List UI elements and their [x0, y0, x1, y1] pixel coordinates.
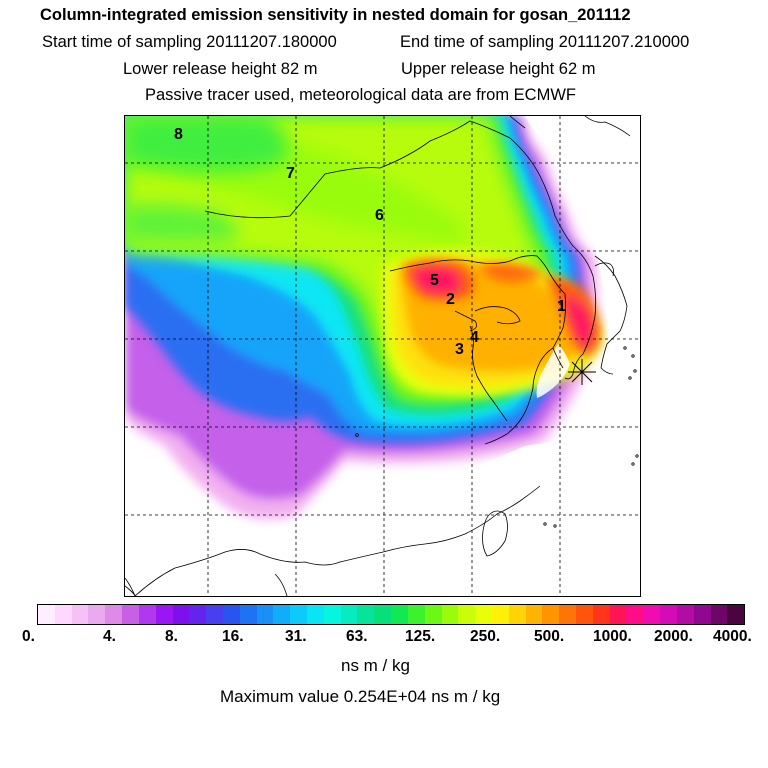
colorbar-tick: 250.	[470, 628, 501, 645]
colorbar-swatch	[693, 605, 711, 624]
lower-release-height-label: Lower release height 82 m	[123, 60, 318, 78]
coastlines	[125, 116, 639, 596]
map-canvas: 1 2 3 4 5 6 7 8	[125, 116, 640, 596]
field-cutouts	[125, 116, 640, 596]
day-marker-8: 8	[174, 126, 183, 143]
colorbar-swatch	[222, 605, 240, 624]
day-marker-3: 3	[455, 341, 464, 358]
colorbar-swatch	[491, 605, 509, 624]
colorbar-unit: ns m / kg	[341, 656, 410, 675]
colorbar-swatch	[138, 605, 156, 624]
colorbar-swatch	[290, 605, 307, 624]
colorbar-swatch	[727, 605, 745, 624]
colorbar-swatch	[660, 605, 677, 624]
colorbar-swatch	[307, 605, 324, 624]
colorbar-tick: 16.	[222, 628, 244, 645]
colorbar-swatch	[407, 605, 425, 624]
end-time-label: End time of sampling 20111207.210000	[400, 33, 690, 51]
colorbar-swatch	[239, 605, 257, 624]
field-peaks	[405, 260, 601, 356]
colorbar-swatch	[458, 605, 476, 624]
start-time-label: Start time of sampling 20111207.180000	[42, 33, 337, 51]
colorbar-tick: 2000.	[654, 628, 693, 645]
colorbar-swatch	[206, 605, 223, 624]
colorbar-swatch	[88, 605, 106, 624]
tracer-info-label: Passive tracer used, meteorological data…	[145, 86, 576, 104]
colorbar-swatch	[592, 605, 610, 624]
receptor-marker-icon	[568, 359, 596, 385]
day-markers: 1 2 3 4 5 6 7 8	[174, 126, 566, 358]
colorbar-swatch	[576, 605, 593, 624]
colorbar-tick: 1000.	[593, 628, 632, 645]
colorbar-swatch	[256, 605, 274, 624]
colorbar-swatch	[357, 605, 375, 624]
colorbar-swatch	[542, 605, 560, 624]
colorbar-swatch	[71, 605, 89, 624]
colorbar-swatch	[155, 605, 173, 624]
colorbar-swatch	[38, 605, 55, 624]
colorbar-swatch	[508, 605, 526, 624]
graticule	[125, 116, 640, 596]
colorbar-swatch	[172, 605, 190, 624]
colorbar-swatch	[475, 605, 492, 624]
colorbar-swatch	[340, 605, 358, 624]
colorbar-swatch	[441, 605, 459, 624]
colorbar-tick: 0.	[22, 628, 35, 645]
colorbar-swatch	[323, 605, 341, 624]
colorbar-swatch	[559, 605, 576, 624]
field-northwest	[125, 116, 288, 243]
colorbar-swatch	[374, 605, 392, 624]
upper-release-height-label: Upper release height 62 m	[401, 60, 596, 78]
colorbar-tick: 63.	[346, 628, 368, 645]
colorbar-swatch	[643, 605, 661, 624]
colorbar-swatch	[676, 605, 694, 624]
colorbar-swatch	[273, 605, 291, 624]
colorbar-swatch	[105, 605, 123, 624]
colorbar-swatch	[525, 605, 543, 624]
colorbar-swatch	[609, 605, 627, 624]
day-marker-7: 7	[286, 165, 295, 182]
colorbar-swatch	[391, 605, 408, 624]
day-marker-2: 2	[446, 291, 455, 308]
colorbar-tick: 125.	[405, 628, 436, 645]
day-marker-5: 5	[430, 272, 439, 289]
colorbar-swatch	[122, 605, 139, 624]
colorbar-swatch	[54, 605, 72, 624]
colorbar-tick: 31.	[285, 628, 307, 645]
day-marker-1: 1	[557, 298, 566, 315]
colorbar-tick: 8.	[165, 628, 178, 645]
colorbar-swatch	[189, 605, 207, 624]
sensitivity-map: 1 2 3 4 5 6 7 8	[124, 115, 641, 597]
day-marker-4: 4	[470, 329, 479, 346]
plot-title: Column-integrated emission sensitivity i…	[40, 6, 631, 24]
colorbar-tick: 4.	[103, 628, 116, 645]
maximum-value-label: Maximum value 0.254E+04 ns m / kg	[220, 687, 501, 706]
colorbar	[37, 604, 745, 625]
colorbar-tick: 500.	[534, 628, 565, 645]
colorbar-swatch	[710, 605, 728, 624]
colorbar-swatch	[424, 605, 442, 624]
colorbar-swatch	[626, 605, 644, 624]
day-marker-6: 6	[375, 207, 384, 224]
colorbar-tick: 4000.	[713, 628, 752, 645]
